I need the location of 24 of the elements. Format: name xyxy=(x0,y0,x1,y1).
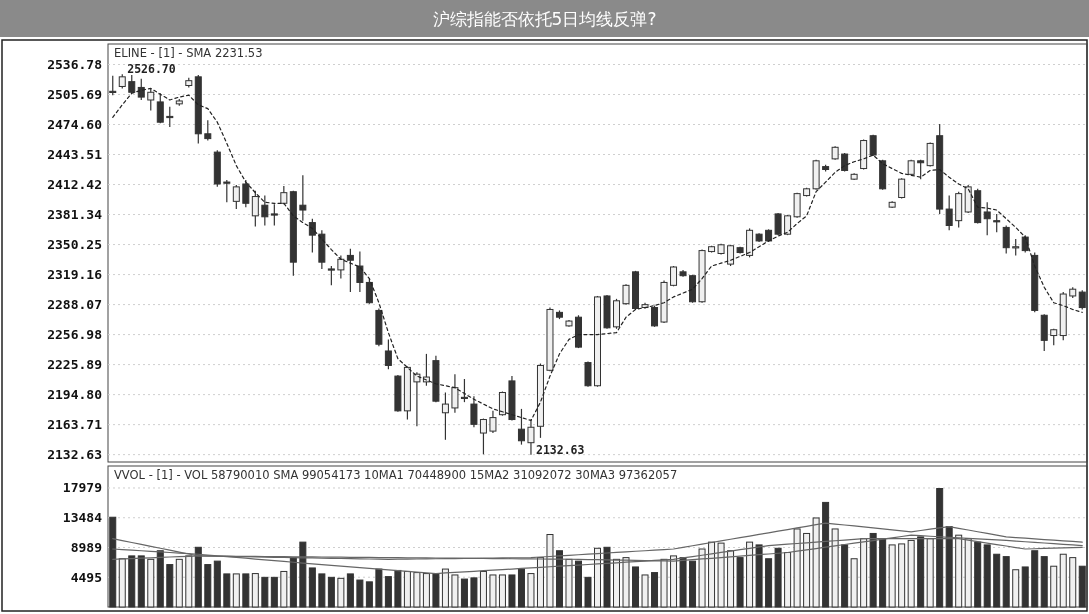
title: 沪综指能否依托5日均线反弹? xyxy=(0,0,1089,37)
y-tick-label: 2505.69 xyxy=(47,87,102,102)
y-tick-label: 2412.42 xyxy=(47,177,102,193)
y-tick-label: 2225.89 xyxy=(47,357,102,373)
y-tick-label: 2163.71 xyxy=(47,417,103,433)
y-tick-label: 2536.78 xyxy=(47,56,103,72)
annotation: ELINE - [1] - SMA 2231.53 xyxy=(114,46,263,60)
y-tick-label: 13484 xyxy=(62,510,103,526)
y-tick-label: 2443.51 xyxy=(47,147,103,163)
y-tick-label: 2474.60 xyxy=(47,117,103,133)
y-tick-label: 2194.80 xyxy=(47,387,103,403)
annotation: 2526.70 xyxy=(127,62,176,77)
y-tick-label: 17979 xyxy=(62,480,102,496)
y-tick-label: 2132.63 xyxy=(47,447,102,463)
y-tick-label: 4495 xyxy=(70,569,102,585)
y-tick-label: 2288.07 xyxy=(47,297,102,313)
y-tick-label: 2256.98 xyxy=(47,327,103,343)
y-tick-label: 2350.25 xyxy=(47,237,102,253)
annotation: VVOL - [1] - VOL 58790010 SMA 99054173 10MA1 70448900 15MA2 31092072 30MA3 97362057 xyxy=(114,468,678,482)
y-tick-label: 2381.34 xyxy=(47,207,103,223)
chart-title: 沪综指能否依托5日均线反弹? xyxy=(432,9,657,29)
y-tick-label: 8989 xyxy=(70,540,102,555)
annotation: 2132.63 xyxy=(535,442,585,457)
y-tick-label: 2319.16 xyxy=(47,267,103,283)
